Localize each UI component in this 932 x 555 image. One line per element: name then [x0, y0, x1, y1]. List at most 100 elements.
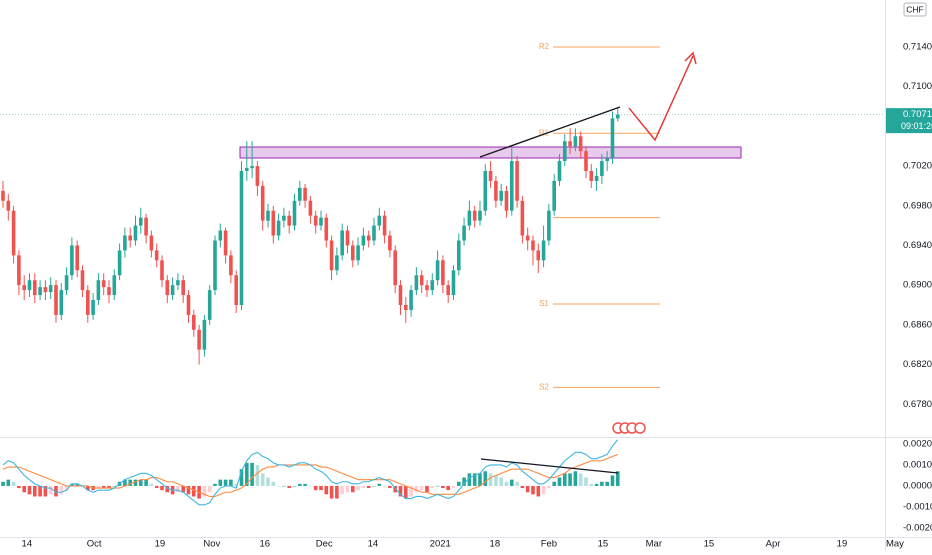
candle-body	[335, 255, 339, 271]
candle-body	[282, 215, 286, 221]
macd-histogram-bar	[605, 481, 609, 486]
macd-histogram-bar	[239, 469, 244, 486]
macd-histogram-bar	[149, 483, 154, 486]
x-tick-label: 15	[704, 539, 715, 550]
candle-body	[27, 280, 32, 291]
macd-histogram-bar	[430, 485, 435, 489]
candle-body	[207, 290, 212, 320]
candle-body	[509, 161, 514, 211]
macd-histogram-bar	[308, 485, 313, 487]
candle-body	[38, 287, 42, 296]
macd-histogram-bar	[356, 485, 360, 491]
candle-body	[547, 210, 551, 241]
back-layer: R2 R1 S1 S2	[0, 42, 885, 391]
trend-line	[479, 106, 621, 158]
macd-histogram-bar	[610, 475, 615, 486]
candle-body	[181, 280, 185, 296]
macd-histogram-bar	[584, 477, 588, 486]
x-tick-label: Mar	[646, 539, 662, 550]
macd-histogram-bar	[345, 485, 350, 493]
candle-body	[319, 217, 323, 226]
candle-body	[176, 280, 180, 286]
macd-histogram-bar	[244, 462, 249, 486]
candle-body	[239, 171, 244, 305]
x-tick-label: Dec	[316, 539, 333, 550]
macd-histogram-bar	[435, 485, 440, 487]
macd-histogram-bar	[186, 485, 191, 495]
candle-body	[6, 200, 11, 211]
candle-body	[170, 285, 175, 296]
candle-body	[615, 114, 620, 119]
candle-body	[541, 240, 546, 261]
macd-histogram-bar	[372, 485, 376, 487]
countdown-label: 09:01:26	[901, 121, 932, 131]
macd-histogram-bar	[509, 479, 514, 486]
macd-histogram-bar	[441, 485, 445, 489]
macd-histogram-bar	[266, 477, 270, 486]
pivot-label: R2	[539, 42, 550, 51]
macd-histogram-bar	[165, 485, 170, 493]
candle-body	[605, 158, 609, 162]
macd-histogram-bar	[75, 483, 79, 486]
candle-body	[451, 270, 456, 296]
x-tick-label: Feb	[541, 539, 557, 550]
candle-body	[54, 285, 58, 315]
candle-body	[398, 285, 403, 305]
macd-histogram-bar	[191, 485, 196, 497]
macd-histogram-bar	[467, 473, 472, 486]
candle-body	[191, 314, 196, 330]
candle-body	[17, 255, 21, 286]
macd-histogram-bar	[472, 473, 477, 486]
macd-histogram-bar	[531, 485, 535, 495]
candle-body	[483, 171, 488, 211]
candle-body	[186, 295, 191, 315]
x-tick-label: 16	[260, 539, 271, 550]
pivot-label: S2	[539, 382, 549, 391]
macd-histogram-bar	[504, 481, 509, 486]
macd-histogram-bar	[85, 485, 90, 491]
candle-body	[594, 175, 599, 181]
macd-histogram-bar	[425, 485, 429, 493]
candle-body	[382, 215, 387, 236]
macd-histogram-bar	[297, 483, 302, 486]
macd-histogram-bar	[260, 473, 265, 486]
macd-histogram-bar	[112, 485, 117, 487]
macd-histogram-bar	[525, 485, 530, 493]
macd-histogram-bar	[282, 485, 286, 487]
macd-histogram-bar	[414, 485, 419, 493]
macd-histogram-bar	[589, 483, 594, 486]
macd-histogram-bar	[17, 485, 21, 489]
macd-histogram-bar	[499, 477, 503, 486]
macd-histogram-bar	[22, 485, 26, 493]
x-tick-label: 14	[368, 539, 379, 550]
macd-histogram-bar	[377, 483, 382, 486]
candle-body	[149, 235, 154, 251]
macd-histogram-bar	[176, 485, 180, 493]
candle-body	[600, 161, 604, 176]
candle-body	[441, 260, 445, 286]
macd-histogram-bar	[419, 485, 424, 491]
candle-body	[329, 240, 334, 271]
macd-histogram-bar	[552, 481, 556, 486]
candle-body	[144, 217, 148, 236]
arrow-head	[684, 51, 697, 65]
candle-body	[80, 270, 85, 291]
macd-y-tick-label: 0.00000	[903, 480, 932, 491]
macd-line	[2, 439, 619, 506]
macd-histogram-bar	[250, 462, 254, 486]
candle-body	[123, 235, 127, 251]
candle-body	[456, 240, 461, 271]
macd-histogram-bar	[27, 485, 32, 495]
candle-body	[287, 215, 291, 226]
macd-histogram-bar	[229, 479, 233, 486]
candle-body	[568, 141, 572, 147]
macd-histogram-bar	[144, 479, 148, 486]
candle-body	[520, 200, 525, 236]
macd-histogram-bar	[520, 485, 525, 489]
macd-histogram-bar	[128, 479, 132, 486]
